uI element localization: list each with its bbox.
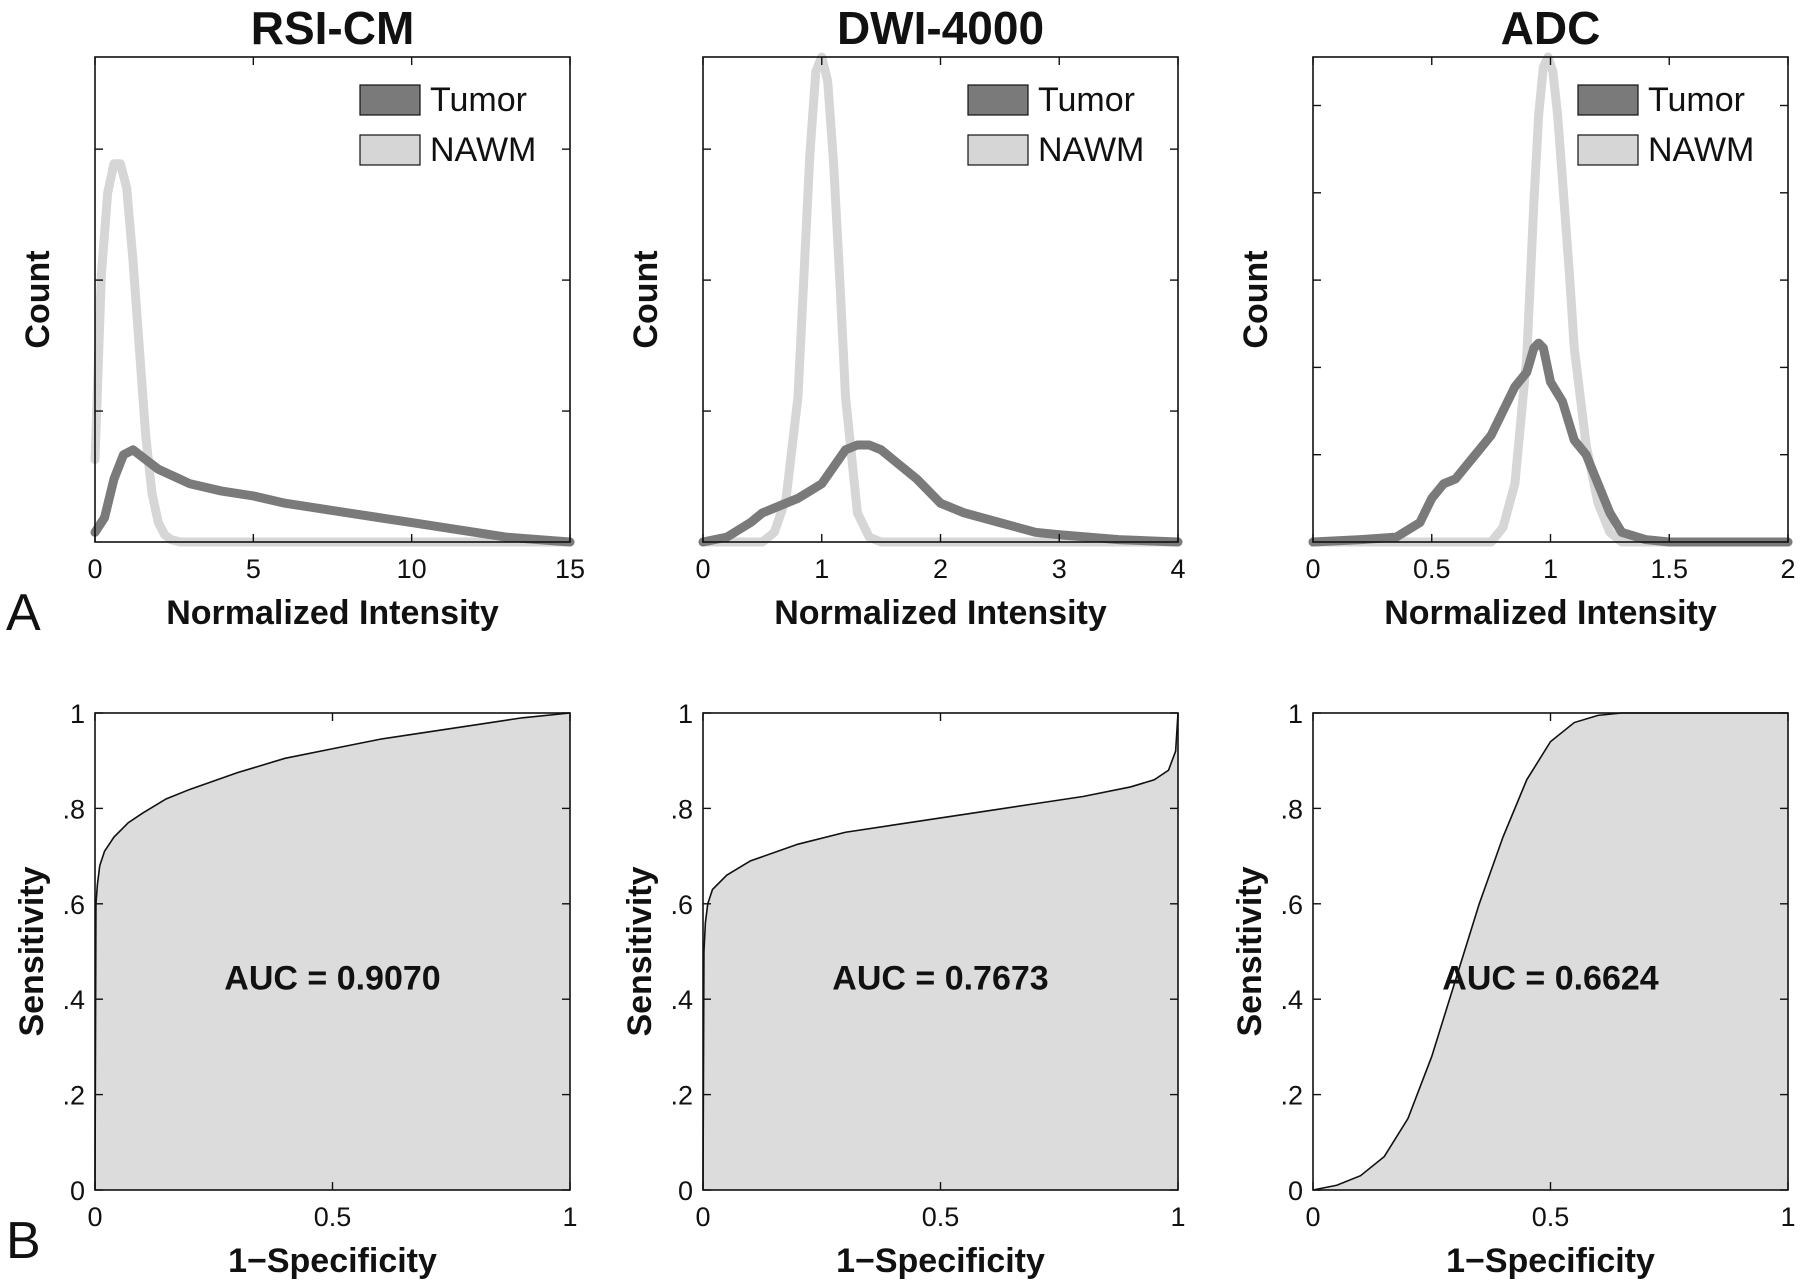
y-tick-label: .8 [1280,794,1303,824]
x-tick-label: 10 [397,554,427,584]
chart-title: ADC [1501,2,1601,54]
chart-5: AUC = 0.7673 0 0.5 1 0 .2 .4 .6 .8 1 1−Specificity… [621,699,1186,1280]
x-tick-label: 1 [1543,554,1558,584]
y-axis-label: Count [19,250,57,348]
chart-1: RSI-CM Tumor NAWM 0 5 10 15 Normalized Intensit… [19,2,585,632]
chart-3: ADC Tumor NAWM 0 0.5 1 1.5 2 Normalized Intensit… [1237,2,1796,632]
x-tick-label: 4 [1170,554,1185,584]
legend-swatch-nawm [967,134,1029,166]
chart-4: AUC = 0.9070 0 0.5 1 0 .2 .4 .6 .8 1 1−Specificity… [13,699,578,1280]
x-tick-label: 1.5 [1650,554,1688,584]
series-line-tumor [90,445,575,547]
x-axis-label: 1−Specificity [228,1242,437,1280]
x-axis-label: Normalized Intensity [166,594,499,632]
legend: Tumor NAWM [967,81,1144,169]
plot-frame [702,56,1179,543]
legend-swatch-nawm [359,134,421,166]
x-tick-label: 0 [87,554,102,584]
plot-frame [1312,56,1789,543]
legend-label-nawm: NAWM [1038,131,1144,169]
y-tick-label: .8 [670,794,693,824]
y-tick-label: 0 [70,1176,85,1206]
legend-swatch-tumor [1577,84,1639,116]
y-tick-label: 1 [70,699,85,729]
x-tick-label: 5 [246,554,261,584]
series-line-nawm [90,159,575,547]
x-tick-label: 0 [1305,554,1320,584]
x-tick-label: 2 [933,554,948,584]
legend-swatch-tumor [359,84,421,116]
auc-annotation: AUC = 0.7673 [832,960,1048,998]
x-axis-label: Normalized Intensity [1384,594,1717,632]
legend-swatch-nawm [1577,134,1639,166]
y-tick-label: 1 [678,699,693,729]
y-tick-label: .6 [1280,890,1303,920]
chart-2: DWI-4000 Tumor NAWM 0 1 2 3 4 Normalized Intensi… [627,2,1186,632]
y-tick-label: .4 [62,985,85,1015]
legend-label-tumor: Tumor [1648,81,1745,119]
x-tick-label: 3 [1052,554,1067,584]
legend-label-tumor: Tumor [430,81,527,119]
plot-frame [94,56,571,543]
chart-6: AUC = 0.6624 0 0.5 1 0 .2 .4 .6 .8 1 1−Specificity… [1231,699,1796,1280]
x-axis-label: 1−Specificity [836,1242,1045,1280]
chart-title: DWI-4000 [837,2,1044,54]
x-tick-label: 1 [1780,1202,1795,1232]
y-tick-label: .6 [62,890,85,920]
series-line-nawm [698,52,1183,547]
x-tick-label: 1 [562,1202,577,1232]
x-axis-label: 1−Specificity [1446,1242,1655,1280]
y-tick-label: 0 [678,1176,693,1206]
x-axis-label: Normalized Intensity [774,594,1107,632]
series-line-tumor [1308,338,1793,547]
series-line-tumor [698,440,1183,547]
roc-curve [1312,712,1788,1191]
y-axis-label: Sensitivity [13,866,51,1036]
y-tick-label: .4 [1280,985,1303,1015]
auc-area [703,713,1178,1190]
y-tick-label: .2 [1280,1081,1303,1111]
y-tick-label: 0 [1288,1176,1303,1206]
x-tick-label: 0 [695,554,710,584]
legend: Tumor NAWM [359,81,536,169]
y-axis-label: Sensitivity [1231,866,1269,1036]
x-tick-label: 0 [695,1202,710,1232]
legend-label-nawm: NAWM [1648,131,1754,169]
x-tick-label: 1 [814,554,829,584]
y-axis-label: Sensitivity [621,866,659,1036]
legend-label-tumor: Tumor [1038,81,1135,119]
y-tick-label: .2 [670,1081,693,1111]
auc-annotation: AUC = 0.9070 [224,960,440,998]
legend-swatch-tumor [967,84,1029,116]
y-axis-label: Count [1237,250,1275,348]
legend-label-nawm: NAWM [430,131,536,169]
auc-annotation: AUC = 0.6624 [1442,960,1658,998]
y-tick-label: .6 [670,890,693,920]
y-tick-label: .2 [62,1081,85,1111]
chart-title: RSI-CM [251,2,415,54]
x-tick-label: 0.5 [1532,1202,1570,1232]
x-tick-label: 1 [1170,1202,1185,1232]
y-axis-label: Count [627,250,665,348]
x-tick-label: 0.5 [314,1202,352,1232]
auc-area [1313,713,1788,1190]
y-tick-label: .8 [62,794,85,824]
y-tick-label: .4 [670,985,693,1015]
x-tick-label: 2 [1780,554,1795,584]
x-tick-label: 0 [87,1202,102,1232]
panel-label-a: A [6,584,41,642]
x-tick-label: 15 [555,554,585,584]
series-line-nawm [1308,52,1793,547]
legend: Tumor NAWM [1577,81,1754,169]
x-tick-label: 0.5 [1413,554,1451,584]
x-tick-label: 0.5 [922,1202,960,1232]
x-tick-label: 0 [1305,1202,1320,1232]
panel-label-b: B [6,1212,41,1270]
auc-area [95,713,570,1190]
y-tick-label: 1 [1288,699,1303,729]
roc-curve [94,712,571,1191]
